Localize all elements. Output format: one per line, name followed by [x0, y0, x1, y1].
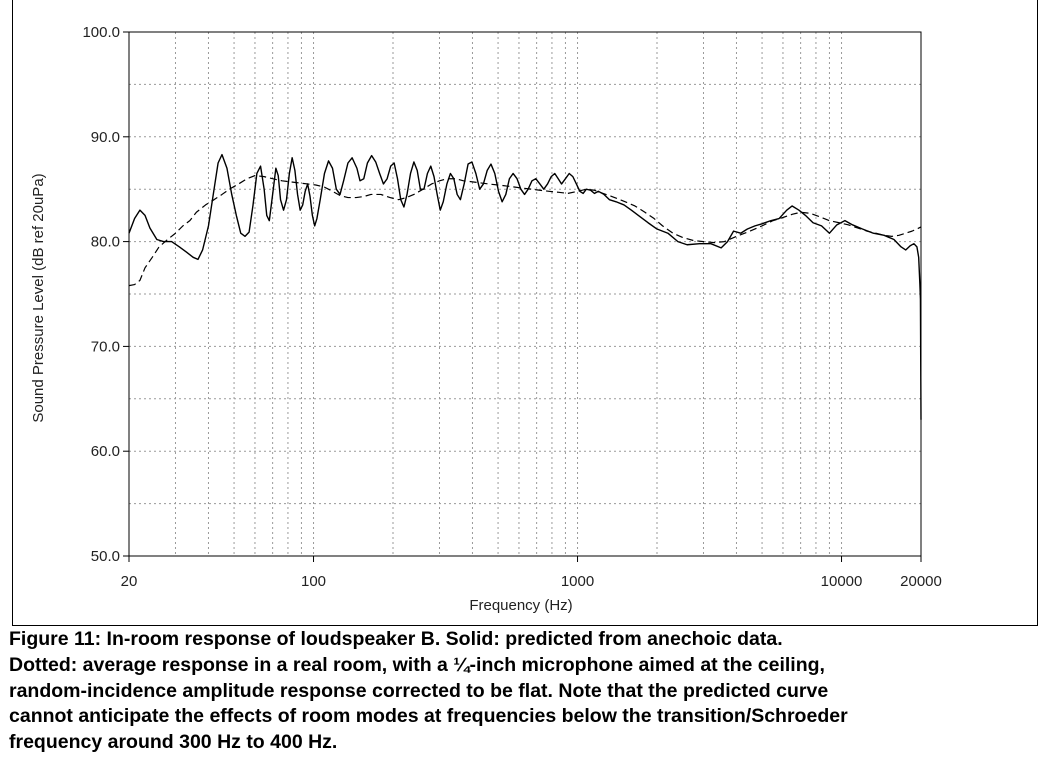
x-tick-label: 20000: [900, 573, 942, 590]
y-tick-label: 60.0: [91, 443, 120, 460]
caption-line-2: Dotted: average response in a real room,…: [9, 653, 825, 676]
caption-line-4: cannot anticipate the effects of room mo…: [9, 705, 848, 728]
series-line-measured: [128, 174, 922, 287]
y-tick-label: 50.0: [91, 548, 120, 565]
y-tick-label: 80.0: [91, 234, 120, 251]
caption-line-5: frequency around 300 Hz to 400 Hz.: [9, 731, 338, 754]
caption-line-3: random-incidence amplitude response corr…: [9, 679, 829, 702]
y-tick-label: 70.0: [91, 338, 120, 355]
plot-area: [128, 31, 922, 557]
y-tick-label: 100.0: [82, 24, 120, 41]
series-line-predicted: [128, 153, 922, 420]
frequency-response-chart: 50.0 60.0 70.0 80.0 90.0 100.0 20 100 1000 10000 2…: [30, 24, 942, 614]
axis-layer: 50.0 60.0 70.0 80.0 90.0 100.0 20 100 1000 10000 2…: [82, 24, 941, 590]
x-tick-label: 10000: [821, 573, 863, 590]
caption-line-1: Figure 11: In-room response of loudspeak…: [9, 628, 783, 650]
grid-layer: [129, 32, 921, 556]
y-axis-title: Sound Pressure Level (dB ref 20uPa): [30, 173, 47, 422]
figure-caption: Figure 11: In-room response of loudspeak…: [9, 627, 1039, 756]
series-layer: [128, 153, 922, 420]
figure-frame: [12, 0, 1038, 626]
x-tick-label: 20: [121, 573, 138, 590]
x-axis-title: Frequency (Hz): [469, 597, 572, 614]
x-tick-label: 100: [301, 573, 326, 590]
x-tick-label: 1000: [561, 573, 594, 590]
y-tick-label: 90.0: [91, 129, 120, 146]
